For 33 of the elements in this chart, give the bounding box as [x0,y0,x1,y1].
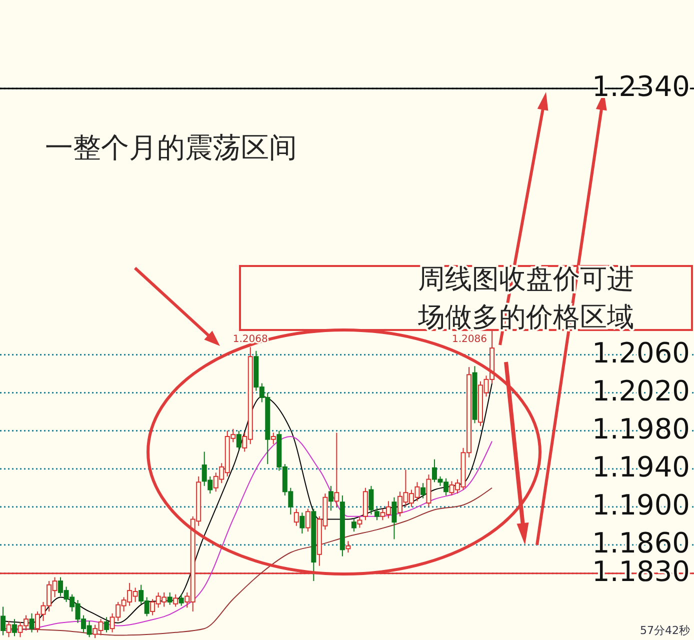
y-tick-label: 1.1900 [592,488,690,522]
candlestick [420,482,426,499]
candlestick [0,606,6,636]
y-tick-label: 1.1860 [592,526,690,560]
candlestick [374,507,380,521]
candlestick [178,594,184,606]
y-tick-label: 1.2060 [592,336,690,370]
candlestick [12,618,18,637]
candlestick [357,516,362,528]
candlestick [236,430,242,450]
candlestick [270,432,276,445]
candlestick [328,485,334,512]
candlestick [368,485,374,515]
candlestick [305,508,310,532]
candlestick [426,474,432,508]
text: 57分42秒 [640,624,690,637]
annotation: 一整个月的震荡区间 [45,131,297,164]
candlestick [300,512,305,534]
candlestick [294,508,299,526]
candlestick [6,620,12,638]
candlestick [167,592,172,606]
candlestick [351,518,356,532]
y-tick-label: 1.1980 [592,412,690,446]
candlestick [392,496,397,540]
y-tick-label: 1.2020 [592,374,690,408]
y-tick-label: 1.1940 [592,450,690,484]
annotation: 1.2068 [232,334,268,346]
annotation: 1.2086 [452,334,487,345]
candlestick [29,612,34,633]
candlestick [173,594,178,608]
candlestick [334,432,340,508]
candlestick [346,540,351,554]
candlestick [104,616,110,633]
